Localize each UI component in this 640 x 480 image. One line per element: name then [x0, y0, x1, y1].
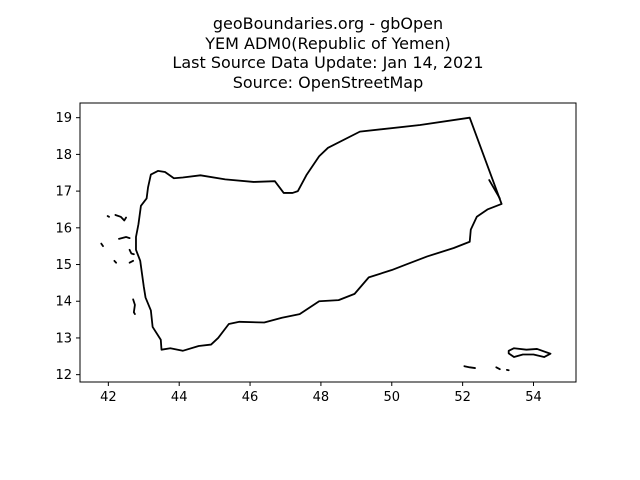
x-axis: 42 44 46 48 50 52 54: [100, 382, 542, 405]
x-tick-label: 46: [242, 390, 259, 405]
x-tick-label: 52: [454, 390, 471, 405]
boundary-samhah: [495, 366, 501, 371]
title-line-country: YEM ADM0(Republic of Yemen): [205, 33, 451, 53]
y-tick-label: 15: [55, 258, 72, 273]
x-tick-label: 54: [525, 390, 542, 405]
boundary-kutama: [100, 242, 104, 248]
y-axis: 12 13 14 15 16 17 18 19: [55, 111, 80, 383]
boundary-abd-al-kuri: [463, 365, 476, 369]
boundary-layer: [100, 116, 552, 372]
y-tick-label: 12: [55, 368, 72, 383]
x-tick-label: 42: [100, 390, 117, 405]
boundary-socotra: [507, 347, 552, 358]
y-tick-label: 19: [55, 111, 72, 126]
x-tick-label: 50: [383, 390, 400, 405]
y-tick-label: 18: [55, 148, 72, 163]
title-line-data-source: Source: OpenStreetMap: [232, 72, 424, 92]
boundary-mainland: [135, 116, 503, 352]
y-tick-label: 13: [55, 331, 72, 346]
boundary-northern-islets: [114, 214, 127, 222]
title-line-update-date: Last Source Data Update: Jan 14, 2021: [172, 53, 484, 72]
y-tick-label: 17: [55, 185, 72, 200]
boundary-hanish-islands: [132, 298, 136, 315]
y-tick-label: 14: [55, 295, 72, 310]
map-title: geoBoundaries.org - gbOpen YEM ADM0(Repu…: [0, 14, 640, 92]
boundary-islet-west: [106, 215, 110, 218]
boundary-coast-east-tip: [488, 179, 501, 200]
x-tick-label: 44: [171, 390, 188, 405]
boundary-farasan-fringe: [118, 236, 131, 240]
x-tick-label: 48: [313, 390, 330, 405]
y-tick-label: 16: [55, 221, 72, 236]
boundary-zubair-islands: [128, 259, 135, 264]
title-line-source-project: geoBoundaries.org - gbOpen: [212, 14, 444, 33]
boundary-jabal-zuqar: [113, 259, 118, 264]
plot-frame: [79, 102, 577, 383]
boundary-kamaran: [128, 248, 135, 256]
